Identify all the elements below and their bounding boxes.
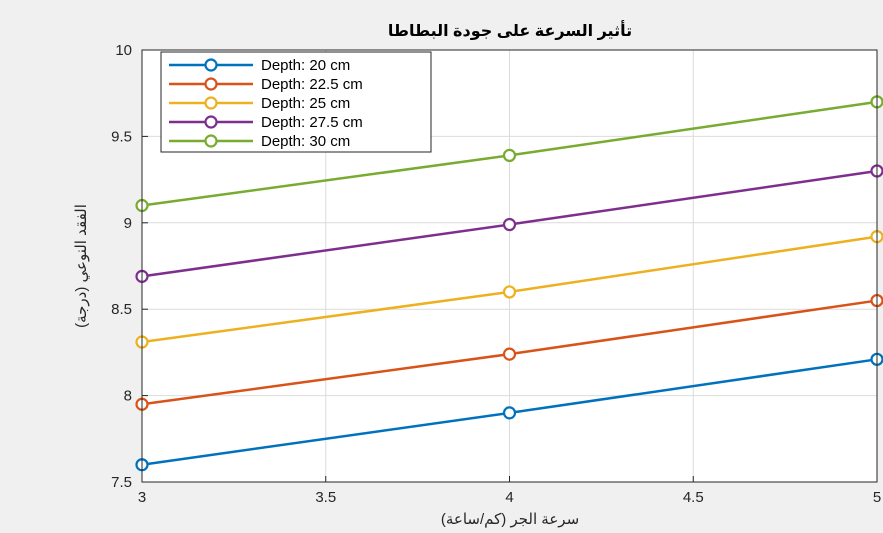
legend-marker (204, 77, 218, 91)
legend-item: Depth: 30 cm (169, 133, 350, 150)
legend-label: Depth: 27.5 cm (261, 114, 363, 131)
x-tick-label: 5 (873, 489, 881, 506)
data-point (502, 217, 517, 232)
y-axis-title: الفقد النوعي (درجة) (73, 204, 91, 328)
x-tick-label: 3.5 (315, 489, 336, 506)
data-point (502, 406, 517, 420)
data-point (502, 347, 517, 361)
legend-marker (204, 115, 218, 129)
legend-label: Depth: 20 cm (261, 57, 350, 74)
data-point (502, 285, 517, 299)
legend-item: Depth: 20 cm (169, 57, 350, 74)
legend-label: Depth: 30 cm (261, 133, 350, 150)
legend-item: Depth: 27.5 cm (169, 114, 363, 131)
y-tick-label: 9 (124, 215, 132, 232)
legend-marker (204, 134, 218, 148)
legend-item: Depth: 25 cm (169, 95, 350, 112)
legend-label: Depth: 25 cm (261, 95, 350, 112)
legend-label: Depth: 22.5 cm (261, 76, 363, 93)
legend: Depth: 20 cm Depth: 22.5 cm Depth: 25 cm De… (160, 51, 432, 153)
y-tick-label: 9.5 (111, 128, 132, 145)
x-tick-label: 4 (505, 489, 513, 506)
chart-title: تأثير السرعة على جودة البطاطا (388, 20, 632, 40)
legend-item: Depth: 22.5 cm (169, 76, 363, 93)
y-tick-label: 8 (124, 388, 132, 405)
x-axis-title: سرعة الجر (كم/ساعة) (441, 511, 579, 528)
y-tick-label: 10 (115, 42, 132, 59)
y-tick-label: 7.5 (111, 474, 132, 491)
data-point (502, 148, 517, 163)
x-tick-label: 4.5 (683, 489, 704, 506)
legend-marker (204, 96, 218, 110)
y-tick-label: 8.5 (111, 301, 132, 318)
legend-marker (204, 58, 218, 72)
tick-labels: 3 3.5 4 4.5 5 7.5 8 8.5 9 9.5 10 (111, 42, 881, 506)
x-tick-label: 3 (138, 489, 146, 506)
